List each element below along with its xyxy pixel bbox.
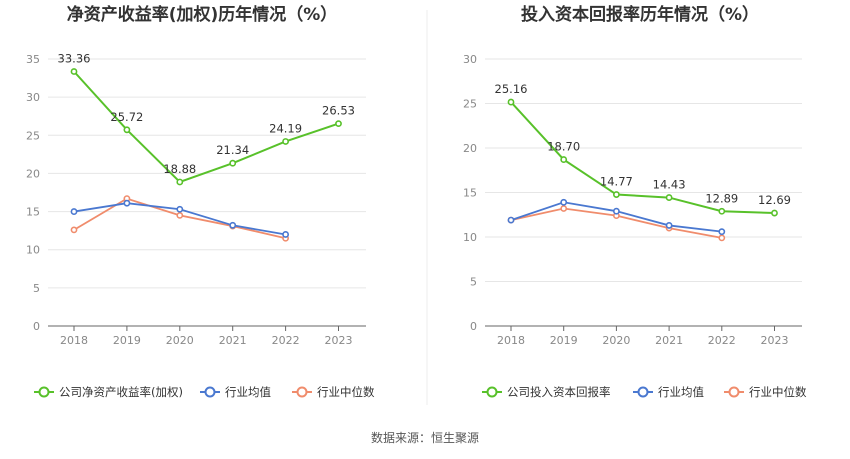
y-tick-label: 25 xyxy=(463,98,477,111)
series-industry-median-point[interactable] xyxy=(560,205,568,212)
chart-roic: 投入资本回报率历年情况（%） 0 5 10 15 20 25 30 2018 2019 2020 20… xyxy=(463,4,807,399)
x-tick-label: 2018 xyxy=(60,334,88,347)
data-label: 26.53 xyxy=(322,104,355,118)
series-industry-avg-point[interactable] xyxy=(123,199,131,207)
legend-item-series-industry-avg[interactable]: 行业均值 xyxy=(225,385,271,399)
legend-item-series-industry-median[interactable]: 行业中位数 xyxy=(317,385,375,399)
y-tick-label: 30 xyxy=(463,53,477,66)
legend-item-series-industry-avg[interactable]: 行业均值 xyxy=(658,385,704,399)
series-company-point[interactable] xyxy=(176,178,184,186)
series-company-point[interactable] xyxy=(70,68,78,75)
series-industry-avg-point[interactable] xyxy=(718,228,726,236)
y-tick-label: 20 xyxy=(26,167,40,180)
chart-title: 净资产收益率(加权)历年情况（%） xyxy=(67,4,338,25)
data-label: 24.19 xyxy=(269,121,302,135)
data-label: 25.16 xyxy=(495,82,528,96)
series-industry-avg-point[interactable] xyxy=(507,216,515,224)
data-label: 12.69 xyxy=(758,193,791,207)
chart-roe: 净资产收益率(加权)历年情况（%） 0 5 10 15 20 25 30 35 2018 2019 2… xyxy=(26,4,375,399)
x-tick-label: 2020 xyxy=(166,334,194,347)
legend-item-series-company[interactable]: 公司投入资本回报率 xyxy=(507,385,611,399)
legend-item-series-company[interactable]: 公司净资产收益率(加权) xyxy=(59,385,183,399)
x-tick-label: 2020 xyxy=(602,334,630,347)
x-tick-label: 2022 xyxy=(708,334,736,347)
y-tick-label: 15 xyxy=(463,187,477,200)
data-label: 21.34 xyxy=(216,143,249,157)
source-note: 数据来源：恒生聚源 xyxy=(371,430,479,445)
series-company-point[interactable] xyxy=(229,159,237,167)
legend-swatch-marker[interactable] xyxy=(486,386,498,398)
y-tick-label: 10 xyxy=(463,231,477,244)
data-label: 25.72 xyxy=(110,110,143,124)
data-label: 14.43 xyxy=(653,178,686,192)
x-tick-label: 2019 xyxy=(550,334,578,347)
y-tick-label: 25 xyxy=(26,129,40,142)
legend-swatch-marker[interactable] xyxy=(204,386,216,398)
chart-title: 投入资本回报率历年情况（%） xyxy=(521,4,759,25)
series-industry-avg-point[interactable] xyxy=(70,208,78,215)
series-company-line xyxy=(510,101,775,215)
series-industry-avg-point[interactable] xyxy=(229,221,237,229)
series-industry-avg-point[interactable] xyxy=(665,222,673,229)
data-label: 18.88 xyxy=(163,162,196,176)
series-company-point[interactable] xyxy=(613,191,620,198)
y-tick-label: 35 xyxy=(26,53,40,66)
x-tick-label: 2021 xyxy=(655,334,683,347)
legend-swatch-marker[interactable] xyxy=(296,386,308,398)
legend-swatch-marker[interactable] xyxy=(637,386,649,398)
series-company-point[interactable] xyxy=(771,209,778,217)
series-company-point[interactable] xyxy=(123,126,131,134)
data-label: 33.36 xyxy=(58,52,91,66)
series-industry-avg-point[interactable] xyxy=(560,198,568,206)
y-tick-label: 30 xyxy=(26,91,40,104)
series-company-point[interactable] xyxy=(507,98,515,106)
x-tick-label: 2023 xyxy=(325,334,353,347)
x-tick-label: 2019 xyxy=(113,334,141,347)
y-tick-label: 5 xyxy=(470,276,477,289)
data-label: 18.70 xyxy=(547,140,580,154)
x-tick-label: 2018 xyxy=(497,334,525,347)
series-company-point[interactable] xyxy=(335,120,342,128)
series-industry-avg-point[interactable] xyxy=(176,205,184,213)
y-tick-label: 15 xyxy=(26,206,40,219)
y-tick-label: 20 xyxy=(463,142,477,155)
legend-swatch-marker[interactable] xyxy=(728,386,740,398)
x-tick-label: 2021 xyxy=(219,334,247,347)
legend-swatch-marker[interactable] xyxy=(38,386,50,398)
series-company-point[interactable] xyxy=(665,194,673,201)
series-industry-median-point[interactable] xyxy=(176,211,184,219)
data-label: 14.77 xyxy=(600,175,633,189)
x-tick-label: 2022 xyxy=(272,334,300,347)
y-tick-label: 0 xyxy=(470,320,477,333)
data-label: 12.89 xyxy=(705,191,738,205)
series-company-line xyxy=(73,70,339,184)
series-industry-median-point[interactable] xyxy=(718,234,726,242)
legend-item-series-industry-median[interactable]: 行业中位数 xyxy=(749,385,807,399)
y-tick-label: 0 xyxy=(33,320,40,333)
series-industry-avg-point[interactable] xyxy=(613,207,620,215)
y-tick-label: 5 xyxy=(33,282,40,295)
series-company-point[interactable] xyxy=(718,207,726,215)
series-company-point[interactable] xyxy=(560,156,568,163)
y-tick-label: 10 xyxy=(26,244,40,257)
series-industry-median-point[interactable] xyxy=(70,226,78,234)
series-industry-avg-point[interactable] xyxy=(282,231,289,238)
series-company-point[interactable] xyxy=(282,138,289,145)
x-tick-label: 2023 xyxy=(761,334,789,347)
